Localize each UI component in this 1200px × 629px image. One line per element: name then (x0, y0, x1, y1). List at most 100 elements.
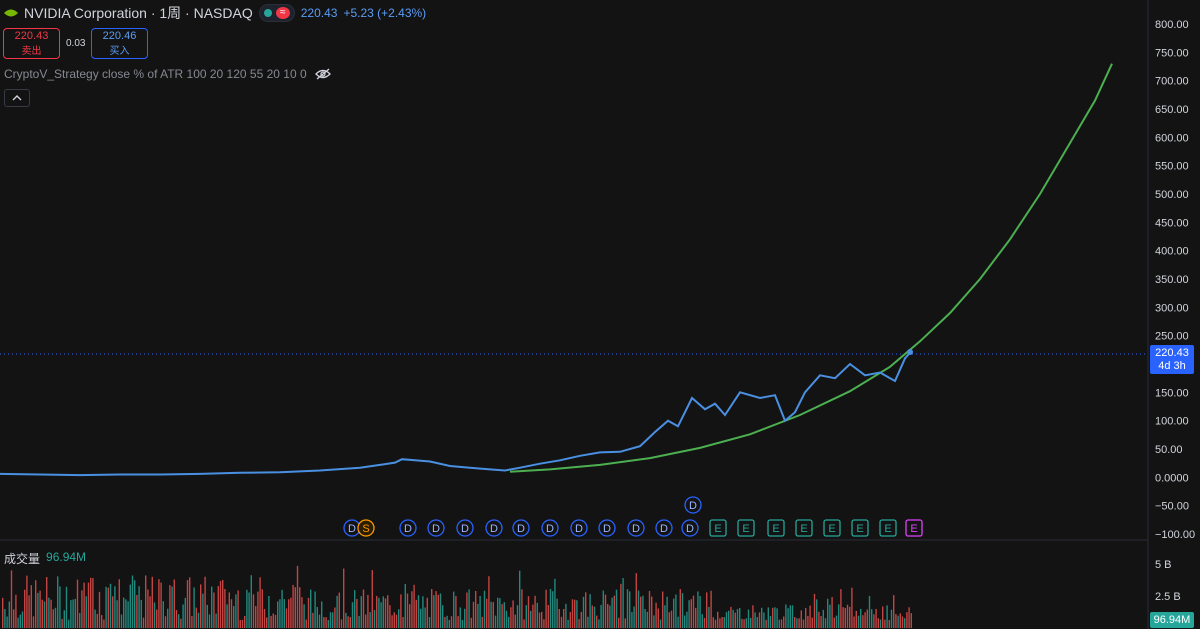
volume-bar (481, 616, 483, 628)
volume-bar (142, 617, 145, 628)
event-marker-e[interactable]: E (823, 519, 841, 537)
volume-bar (486, 598, 488, 628)
sell-button[interactable]: 220.43 卖出 (3, 28, 60, 59)
event-marker-letter: D (404, 523, 412, 535)
eye-hidden-icon[interactable] (314, 68, 331, 80)
volume-bar (879, 619, 882, 628)
event-marker-d[interactable]: D (456, 519, 474, 537)
volume-bar (65, 586, 68, 628)
volume-bar (884, 619, 886, 628)
y-tick-label: 650.00 (1155, 104, 1189, 116)
market-status[interactable]: ≈ (258, 4, 295, 22)
volume-bar (508, 616, 510, 628)
volume-bar (98, 591, 101, 628)
volume-bar (384, 598, 387, 628)
event-marker-d-upper[interactable]: D (684, 496, 702, 514)
volume-bar (472, 601, 475, 628)
volume-bar (230, 599, 233, 628)
event-marker-s[interactable]: S (357, 519, 375, 537)
volume-bar (833, 617, 835, 628)
volume-bar (257, 591, 259, 628)
volume-bar (217, 586, 219, 628)
event-marker-letter: D (603, 523, 611, 535)
volume-bar (622, 578, 624, 628)
volume-legend[interactable]: 成交量 96.94M (4, 550, 86, 567)
event-marker-e[interactable]: E (767, 519, 785, 537)
event-marker-letter: D (660, 523, 668, 535)
volume-bar (664, 605, 666, 628)
volume-bar (882, 606, 884, 628)
volume-bar (697, 591, 699, 628)
buy-button[interactable]: 220.46 买入 (91, 28, 148, 59)
event-marker-e[interactable]: E (905, 519, 923, 537)
volume-bar (59, 586, 61, 628)
event-marker-d[interactable]: D (512, 519, 530, 537)
event-marker-e[interactable]: E (709, 519, 727, 537)
symbol-title[interactable]: NVIDIA Corporation · 1周 · NASDAQ (24, 5, 253, 21)
vol-tick-2-5b: 2.5 B (1155, 591, 1181, 603)
volume-bar (767, 607, 769, 628)
volume-bar (703, 617, 706, 628)
event-marker-e[interactable]: E (795, 519, 813, 537)
volume-bar (120, 614, 123, 628)
volume-bar (607, 604, 609, 628)
volume-bar (609, 605, 611, 628)
event-marker-d[interactable]: D (399, 519, 417, 537)
event-marker-d[interactable]: D (541, 519, 559, 537)
collapse-legend-button[interactable] (4, 89, 30, 107)
volume-bar (464, 608, 466, 628)
event-marker-frame (598, 519, 616, 537)
event-marker-frame (823, 519, 841, 537)
volume-bar (197, 612, 200, 628)
volume-bar (241, 619, 244, 628)
volume-bar (450, 616, 453, 628)
volume-bar (252, 594, 255, 628)
volume-bar (2, 597, 4, 628)
volume-bar (57, 576, 59, 628)
volume-bar (398, 609, 400, 628)
volume-bar (761, 607, 763, 628)
event-marker-d[interactable]: D (570, 519, 588, 537)
volume-bar (556, 598, 558, 628)
volume-bar (512, 600, 514, 628)
event-marker-d[interactable]: D (627, 519, 645, 537)
event-marker-e[interactable]: E (737, 519, 755, 537)
volume-bar (160, 582, 162, 628)
volume-bar (582, 596, 585, 628)
volume-bar (646, 611, 648, 628)
volume-bar (811, 617, 813, 628)
volume-bar (184, 597, 186, 628)
volume-bar (547, 605, 549, 628)
event-marker-e[interactable]: E (851, 519, 869, 537)
event-marker-letter: D (632, 523, 640, 535)
volume-bar (325, 617, 327, 628)
volume-bar (712, 617, 714, 628)
volume-bar (602, 590, 604, 628)
volume-bar (246, 589, 248, 628)
volume-bar (123, 597, 125, 628)
event-marker-d[interactable]: D (598, 519, 616, 537)
volume-bar (244, 616, 246, 628)
volume-bar (415, 599, 417, 628)
volume-bar (866, 609, 868, 628)
volume-bar (816, 599, 818, 628)
event-marker-d[interactable]: D (681, 519, 699, 537)
volume-bar (92, 578, 94, 628)
volume-bar (488, 576, 490, 628)
volume-bar (574, 599, 576, 628)
event-marker-e[interactable]: E (879, 519, 897, 537)
volume-bar (662, 591, 664, 628)
volume-bar (710, 590, 712, 628)
indicator-legend[interactable]: CryptoV_Strategy close % of ATR 100 20 1… (4, 67, 331, 81)
event-marker-d[interactable]: D (485, 519, 503, 537)
volume-bar (455, 595, 457, 628)
volume-bar (897, 615, 899, 628)
event-marker-d[interactable]: D (427, 519, 445, 537)
event-marker-d[interactable]: D (655, 519, 673, 537)
volume-bar (750, 617, 752, 628)
volume-bar (367, 594, 369, 628)
volume-bar (138, 586, 140, 628)
volume-bar (116, 600, 118, 628)
volume-bar (290, 597, 292, 628)
